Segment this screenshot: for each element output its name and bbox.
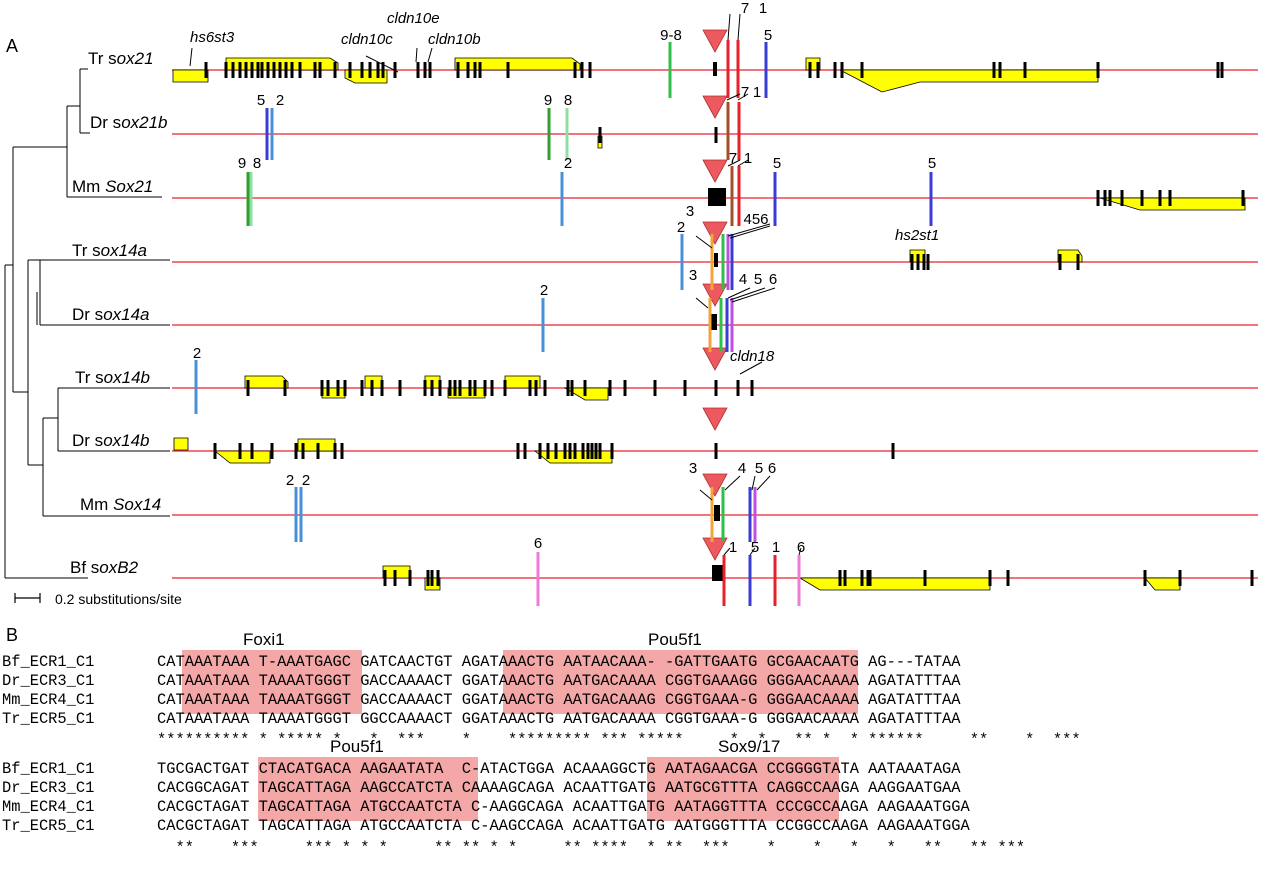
motif-labels: Foxi1 Pou5f1 Pou5f1 Sox9/17 <box>243 630 780 756</box>
exon-ticks <box>204 62 1254 586</box>
motif-label-foxi1: Foxi1 <box>243 630 285 649</box>
svg-text:9: 9 <box>238 155 246 172</box>
svg-text:1: 1 <box>772 539 780 556</box>
gene-label-cldn10b: cldn10b <box>428 31 481 48</box>
anchor-triangles <box>702 29 728 561</box>
svg-text:7: 7 <box>741 84 749 101</box>
track-label-mm-sox14: Mm Sox14 <box>80 495 161 514</box>
track-label-bf-soxb2: Bf soxB2 <box>70 558 139 577</box>
alignment-block-2: Bf_ECR1_C1 Dr_ECR3_C1 Mm_ECR4_C1 Tr_ECR5… <box>2 760 1025 857</box>
svg-text:2: 2 <box>302 472 310 489</box>
seq-row: CACGCTAGAT TAGCATTAGA ATGCCAATCTA C-AAGG… <box>157 798 971 816</box>
svg-text:1: 1 <box>759 0 767 17</box>
seq-row: CATAAATAAA TAAAATGGGT GACCAAAACT GGATAAA… <box>157 672 961 690</box>
svg-text:8: 8 <box>253 155 261 172</box>
motif-highlights <box>182 650 858 821</box>
seq-name: Bf_ECR1_C1 <box>2 760 94 778</box>
seq-name: Mm_ECR4_C1 <box>2 798 94 816</box>
svg-text:5: 5 <box>257 92 265 109</box>
seq-name: Mm_ECR4_C1 <box>2 691 94 709</box>
gene-label-hs2st1: hs2st1 <box>895 227 939 244</box>
svg-text:5: 5 <box>928 155 936 172</box>
seq-row: CATAAATAAA TAAAATGGGT GACCAAAACT GGATAAA… <box>157 691 961 709</box>
svg-text:9: 9 <box>544 92 552 109</box>
svg-text:2: 2 <box>677 219 685 236</box>
seq-name: Bf_ECR1_C1 <box>2 653 94 671</box>
svg-text:5: 5 <box>754 271 762 288</box>
seq-row: CACGCTAGAT TAGCATTAGA ATGCCAATCTA C-AAGC… <box>157 817 971 835</box>
track-label-dr-sox14b: Dr sox14b <box>72 431 150 450</box>
core-boxes <box>708 62 726 581</box>
svg-text:1: 1 <box>744 150 752 167</box>
alignment-block-1: Bf_ECR1_C1 Dr_ECR3_C1 Mm_ECR4_C1 Tr_ECR5… <box>2 653 1081 749</box>
svg-text:9-8: 9-8 <box>660 27 682 44</box>
leader-lines <box>189 13 802 556</box>
svg-text:5: 5 <box>764 27 772 44</box>
seq-row: TGCGACTGAT CTACATGACA AAGAATATA C-ATACTG… <box>157 760 961 778</box>
track-label-dr-sox14a: Dr sox14a <box>72 305 150 324</box>
svg-text:2: 2 <box>193 345 201 362</box>
svg-text:2: 2 <box>540 282 548 299</box>
svg-text:6: 6 <box>797 539 805 556</box>
svg-text:7: 7 <box>741 0 749 17</box>
track-label-mm-sox21: Mm Sox21 <box>72 177 153 196</box>
svg-text:5: 5 <box>751 539 759 556</box>
svg-text:6: 6 <box>769 271 777 288</box>
panel-a-label: A <box>6 36 18 56</box>
svg-text:8: 8 <box>564 92 572 109</box>
svg-text:456: 456 <box>743 211 768 228</box>
svg-text:1: 1 <box>729 539 737 556</box>
seq-name: Dr_ECR3_C1 <box>2 779 94 797</box>
track-labels: Tr sox21 Dr sox21b Mm Sox21 Tr sox14a Dr… <box>70 49 168 577</box>
seq-row: CATAAATAAA TAAAATGGGT GGCCAAAACT GGATAAA… <box>157 710 961 728</box>
ecr-number-labels: 9-8 7 1 5 5 2 9 8 7 1 9 8 2 7 1 5 5 2 3 … <box>193 0 936 556</box>
seq-name: Tr_ECR5_C1 <box>2 817 94 835</box>
track-label-dr-sox21b: Dr sox21b <box>90 113 168 132</box>
svg-text:7: 7 <box>729 150 737 167</box>
svg-text:6: 6 <box>534 535 542 552</box>
track-label-tr-sox14b: Tr sox14b <box>75 368 150 387</box>
seq-row: CATAAATAAA T-AAATGAGC GATCAACTGT AGATAAA… <box>157 653 961 671</box>
seq-name: Dr_ECR3_C1 <box>2 672 94 690</box>
svg-text:3: 3 <box>689 460 697 477</box>
phylogenetic-tree <box>4 68 170 579</box>
motif-label-pou5f1-a: Pou5f1 <box>648 630 702 649</box>
seq-row: CACGGCAGAT TAGCATTAGA AAGCCATCTA CAAAAGC… <box>157 779 961 797</box>
conservation-row: ** *** *** * * * ** ** * * ** **** * ** … <box>157 839 1025 857</box>
panel-b-label: B <box>6 625 18 645</box>
gene-name-labels: hs6st3 cldn10c cldn10e cldn10b hs2st1 cl… <box>190 10 939 365</box>
gene-label-cldn10e: cldn10e <box>387 10 440 27</box>
seq-name: Tr_ECR5_C1 <box>2 710 94 728</box>
track-label-tr-sox14a: Tr sox14a <box>72 241 147 260</box>
gene-label-cldn10c: cldn10c <box>341 31 393 48</box>
scale-bar: 0.2 substitutions/site <box>14 591 182 607</box>
svg-text:5: 5 <box>755 460 763 477</box>
svg-text:3: 3 <box>686 203 694 220</box>
svg-text:4: 4 <box>738 460 746 477</box>
gene-label-hs6st3: hs6st3 <box>190 29 235 46</box>
svg-text:2: 2 <box>286 472 294 489</box>
svg-text:4: 4 <box>739 271 747 288</box>
svg-text:6: 6 <box>768 460 776 477</box>
svg-text:3: 3 <box>689 267 697 284</box>
motif-label-sox9-17: Sox9/17 <box>718 737 780 756</box>
gene-label-cldn18: cldn18 <box>730 348 775 365</box>
svg-text:1: 1 <box>753 84 761 101</box>
svg-text:2: 2 <box>564 155 572 172</box>
scale-bar-label: 0.2 substitutions/site <box>55 591 182 607</box>
svg-text:2: 2 <box>276 92 284 109</box>
svg-text:5: 5 <box>773 155 781 172</box>
track-label-tr-sox21: Tr sox21 <box>88 49 154 68</box>
motif-label-pou5f1-b: Pou5f1 <box>330 737 384 756</box>
conservation-row: ********** * ***** * * *** * ********* *… <box>157 731 1081 749</box>
ecr-bars <box>194 40 933 606</box>
gene-models <box>172 57 1246 591</box>
